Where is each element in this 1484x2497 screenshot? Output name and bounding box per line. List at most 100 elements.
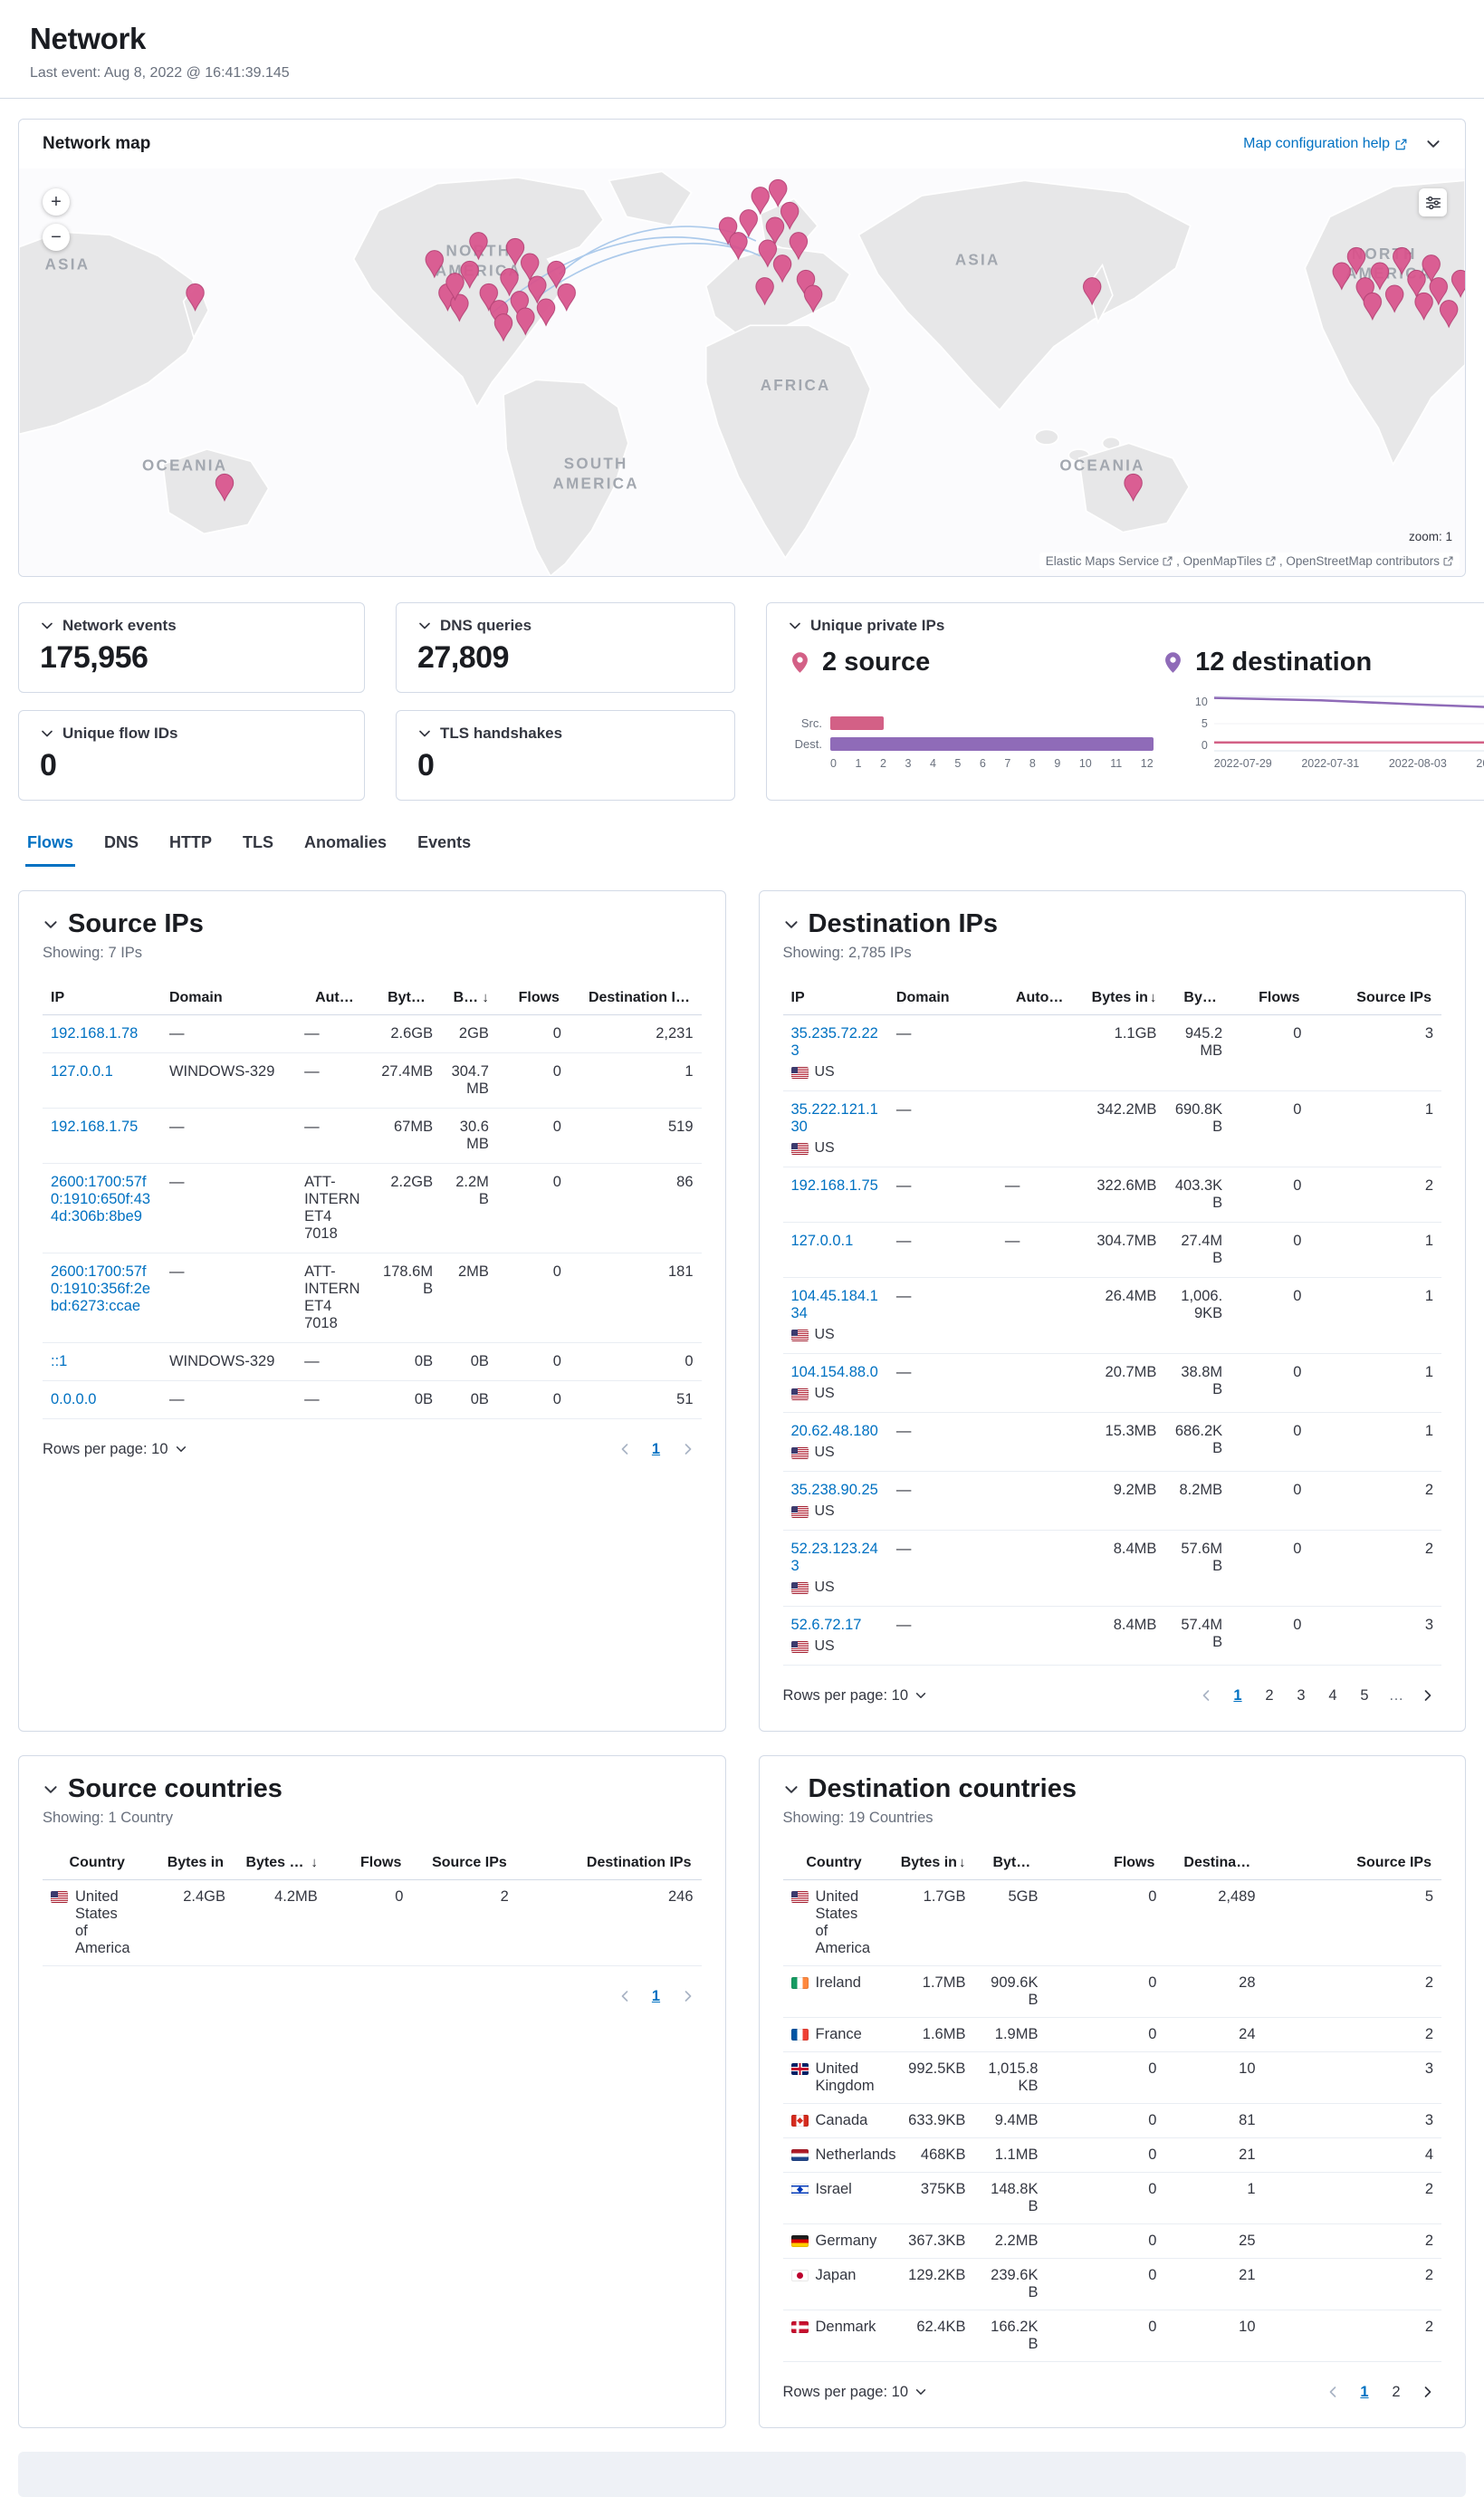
attribution-link[interactable]: OpenStreetMap contributors: [1286, 554, 1453, 568]
page-number-button[interactable]: 5: [1351, 1682, 1378, 1709]
ip-link[interactable]: 104.45.184.134: [790, 1288, 878, 1321]
column-header[interactable]: Bytes out↓: [441, 982, 497, 1015]
page-number-button[interactable]: 1: [1224, 1682, 1251, 1709]
axis-tick-label: 10: [1194, 696, 1208, 708]
column-header[interactable]: Country: [43, 1847, 135, 1880]
column-header[interactable]: Country: [782, 1847, 872, 1880]
column-header[interactable]: Domain: [887, 982, 997, 1015]
column-header[interactable]: Destination IPs: [1164, 1847, 1264, 1880]
next-page-button[interactable]: [675, 1983, 702, 2010]
column-header[interactable]: Flows: [1230, 982, 1310, 1015]
map-layers-button[interactable]: [1419, 188, 1447, 216]
prev-page-button[interactable]: [1319, 2378, 1346, 2406]
table-row: 20.62.48.180 US — 15.3MB 686.2KB 0 1: [782, 1412, 1441, 1472]
ip-link[interactable]: 192.168.1.78: [51, 1025, 139, 1042]
page-number-button[interactable]: …: [1383, 1682, 1410, 1709]
tab-tls[interactable]: TLS: [241, 828, 275, 867]
geo-code: US: [814, 1445, 835, 1460]
chevron-down-icon[interactable]: [783, 917, 799, 933]
table-row: ::1 WINDOWS-329 — 0B 0B 0 0: [43, 1342, 702, 1381]
page-number-button[interactable]: 2: [1256, 1682, 1283, 1709]
column-header[interactable]: Source IPs: [411, 1847, 517, 1880]
column-header[interactable]: Flows: [325, 1847, 412, 1880]
prev-page-button[interactable]: [1192, 1682, 1220, 1709]
tab-anomalies[interactable]: Anomalies: [302, 828, 388, 867]
flows-cell: 0: [496, 1014, 570, 1053]
next-page-button[interactable]: [675, 1436, 702, 1463]
attribution-link[interactable]: Elastic Maps Service: [1046, 554, 1183, 568]
map-panel-collapse-chevron-icon[interactable]: [1425, 136, 1441, 152]
column-header[interactable]: Bytes out: [973, 1847, 1047, 1880]
chevron-down-icon[interactable]: [40, 619, 54, 633]
chevron-left-icon: [618, 1989, 632, 2003]
ip-link[interactable]: 35.235.72.223: [790, 1025, 878, 1059]
ip-link[interactable]: 2600:1700:57f0:1910:650f:434d:306b:8be9: [51, 1174, 151, 1224]
chevron-down-icon[interactable]: [43, 1782, 59, 1798]
page-number-button[interactable]: 1: [643, 1983, 670, 2010]
column-header[interactable]: Bytes in: [134, 1847, 234, 1880]
ip-link[interactable]: 192.168.1.75: [51, 1119, 139, 1135]
chevron-down-icon[interactable]: [40, 726, 54, 741]
chevron-down-icon[interactable]: [417, 619, 432, 633]
ip-link[interactable]: 0.0.0.0: [51, 1391, 97, 1407]
ip-link[interactable]: 192.168.1.75: [790, 1177, 878, 1194]
chevron-down-icon[interactable]: [788, 619, 802, 633]
ip-link[interactable]: 35.238.90.25: [790, 1482, 878, 1498]
column-header[interactable]: Flows: [496, 982, 570, 1015]
prev-page-button[interactable]: [611, 1436, 638, 1463]
map-canvas[interactable]: ASIA NORTH AMERICA ASIA AFRICA SOUTH AME…: [19, 168, 1465, 576]
column-header[interactable]: Destination IPs: [516, 1847, 702, 1880]
map-zoom-in-button[interactable]: +: [43, 188, 70, 216]
ip-link[interactable]: 20.62.48.180: [790, 1423, 878, 1439]
rows-per-page-button[interactable]: Rows per page: 10: [43, 1441, 187, 1458]
column-header[interactable]: Autonomous system: [996, 982, 1079, 1015]
ip-link[interactable]: 52.23.123.243: [790, 1541, 878, 1574]
chevron-down-icon[interactable]: [43, 917, 59, 933]
column-header[interactable]: Bytes in ↓: [871, 1847, 974, 1880]
page-number-button[interactable]: 1: [1351, 2378, 1378, 2406]
column-header[interactable]: IP: [782, 982, 888, 1015]
column-header[interactable]: Autonomous system: [296, 982, 369, 1015]
column-header[interactable]: Bytes out: [1164, 982, 1231, 1015]
column-header[interactable]: Bytes in: [369, 982, 442, 1015]
collapsed-bottom-panel[interactable]: [18, 2452, 1466, 2497]
tab-events[interactable]: Events: [416, 828, 473, 867]
pagination: 1: [611, 1983, 702, 2010]
tab-flows[interactable]: Flows: [25, 828, 76, 867]
column-header[interactable]: Source IPs: [1309, 982, 1441, 1015]
ip-link[interactable]: 127.0.0.1: [51, 1063, 113, 1080]
page-number-button[interactable]: 4: [1319, 1682, 1346, 1709]
ip-link[interactable]: ::1: [51, 1353, 68, 1369]
chevron-down-icon[interactable]: [417, 726, 432, 741]
column-header[interactable]: IP: [43, 982, 161, 1015]
world-map[interactable]: ASIA NORTH AMERICA ASIA AFRICA SOUTH AME…: [19, 168, 1465, 576]
prev-page-button[interactable]: [611, 1983, 638, 2010]
tab-dns[interactable]: DNS: [102, 828, 140, 867]
destination-ips-cell: 25: [1164, 2223, 1264, 2259]
column-header[interactable]: Flows: [1046, 1847, 1165, 1880]
ip-link[interactable]: 127.0.0.1: [790, 1233, 854, 1249]
column-header[interactable]: Source IPs: [1263, 1847, 1441, 1880]
column-header[interactable]: Bytes in ↓: [1078, 982, 1165, 1015]
column-header[interactable]: Bytes out↓: [233, 1847, 326, 1880]
rows-per-page-button[interactable]: Rows per page: 10: [783, 2384, 928, 2401]
next-page-button[interactable]: [1414, 2378, 1441, 2406]
page-number-button[interactable]: 3: [1288, 1682, 1315, 1709]
ip-link[interactable]: 35.222.121.130: [790, 1101, 878, 1135]
tab-http[interactable]: HTTP: [168, 828, 214, 867]
ip-link[interactable]: 2600:1700:57f0:1910:356f:2ebd:6273:ccae: [51, 1263, 151, 1314]
page-number-button[interactable]: 2: [1383, 2378, 1410, 2406]
ip-link[interactable]: 52.6.72.17: [790, 1617, 862, 1633]
autonomous-system-cell: [996, 1277, 1079, 1354]
column-header[interactable]: Domain: [160, 982, 297, 1015]
column-header[interactable]: Destination IPs: [569, 982, 702, 1015]
attribution-link[interactable]: OpenMapTiles: [1183, 554, 1287, 568]
rows-per-page-button[interactable]: Rows per page: 10: [783, 1687, 928, 1705]
page-number-button[interactable]: 1: [643, 1436, 670, 1463]
table-row: 192.168.1.78 — — 2.6GB 2GB 0 2,231: [43, 1014, 702, 1053]
map-zoom-out-button[interactable]: −: [43, 224, 70, 251]
ip-link[interactable]: 104.154.88.0: [790, 1364, 878, 1380]
next-page-button[interactable]: [1414, 1682, 1441, 1709]
map-configuration-help-link[interactable]: Map configuration help: [1243, 136, 1407, 152]
chevron-down-icon[interactable]: [783, 1782, 799, 1798]
